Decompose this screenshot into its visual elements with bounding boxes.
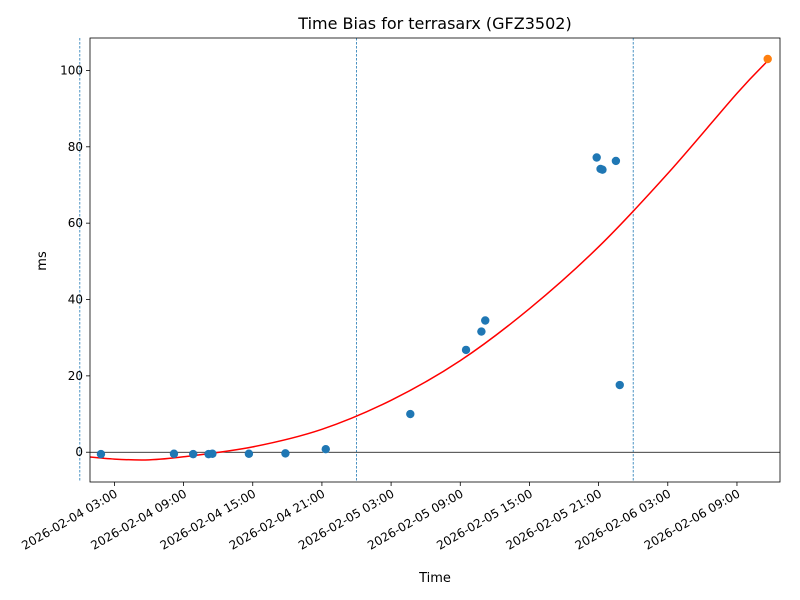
- data-point: [244, 449, 254, 458]
- data-point: [406, 409, 415, 419]
- data-point: [592, 153, 601, 162]
- latest-data-point: [763, 54, 772, 64]
- chart-title: Time Bias for terrasarx (GFZ3502): [297, 14, 571, 33]
- data-point: [461, 345, 471, 355]
- data-point: [188, 449, 198, 459]
- data-point: [615, 380, 624, 390]
- y-tick-label: 60: [68, 216, 83, 230]
- data-point: [281, 449, 290, 458]
- data-point: [611, 156, 621, 166]
- x-axis-label: Time: [418, 571, 451, 586]
- y-tick-label: 100: [60, 63, 83, 77]
- y-tick-label: 0: [75, 445, 83, 459]
- axes-frame: [89, 37, 781, 483]
- data-point: [481, 316, 490, 325]
- data-point: [477, 327, 486, 336]
- data-point: [169, 449, 179, 458]
- y-tick-label: 20: [68, 369, 83, 383]
- data-point: [208, 449, 217, 458]
- y-tick-label: 80: [68, 140, 83, 154]
- fit-curve: [90, 60, 769, 461]
- y-axis-label: ms: [35, 251, 50, 271]
- y-tick-label: 40: [68, 293, 83, 307]
- data-point: [96, 449, 106, 459]
- data-point: [321, 444, 330, 454]
- data-point: [598, 165, 607, 174]
